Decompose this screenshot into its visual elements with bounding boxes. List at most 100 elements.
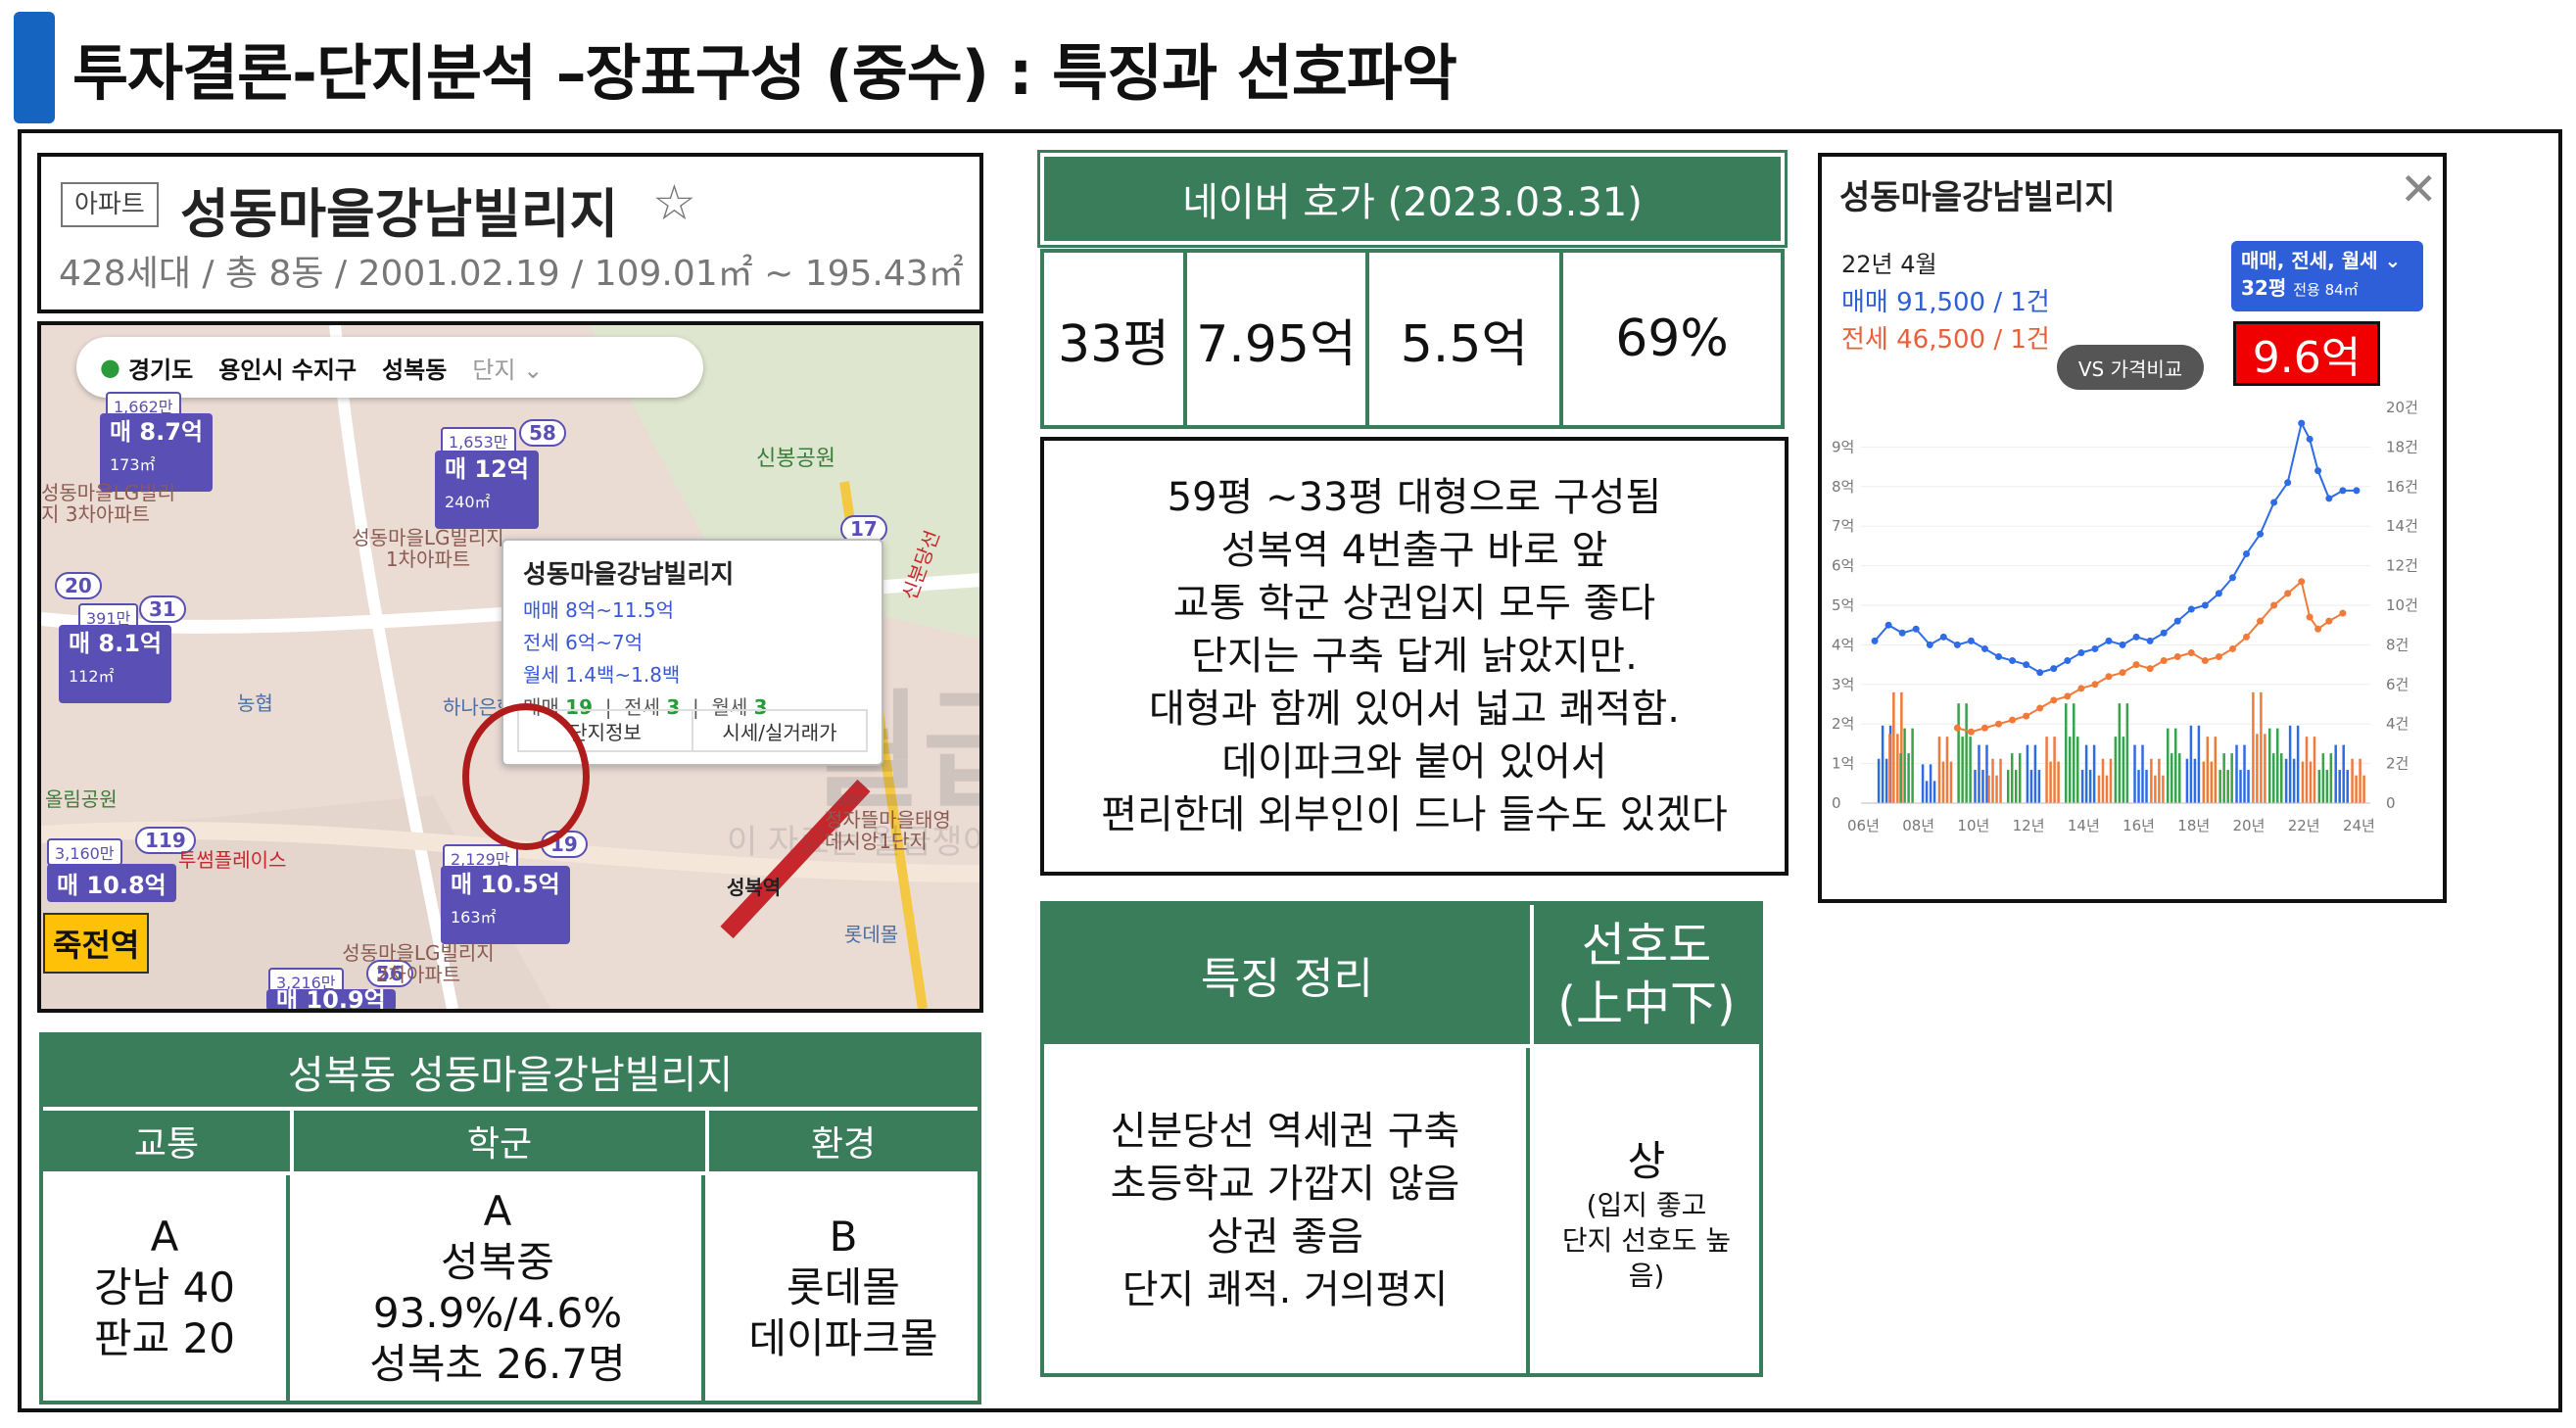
trade-type-label: 매매, 전세, 월세 ⌄ bbox=[2241, 249, 2402, 272]
volume-bar bbox=[2122, 737, 2125, 803]
map-price-tag[interactable]: 매 8.7억 173㎡ bbox=[100, 413, 214, 492]
map-price-tag[interactable]: 매 8.1억 112㎡ bbox=[59, 625, 172, 703]
place-label: 성복역 bbox=[727, 876, 782, 899]
data-point bbox=[2119, 641, 2126, 648]
data-point bbox=[2298, 578, 2306, 586]
y-tick-left: 2억 bbox=[1832, 715, 1854, 733]
data-point bbox=[2325, 495, 2333, 502]
volume-bar bbox=[2305, 737, 2309, 803]
preference-note: (입지 좋고 단지 선호도 높 음) bbox=[1562, 1188, 1731, 1294]
data-point bbox=[2306, 435, 2314, 443]
breadcrumb-city[interactable]: 용인시 수지구 bbox=[218, 356, 358, 384]
volume-bar bbox=[2037, 770, 2041, 803]
property-type-badge: 아파트 bbox=[61, 182, 159, 227]
x-tick: 14년 bbox=[2068, 817, 2100, 834]
volume-bar bbox=[1907, 753, 1910, 803]
price-label: 매 12억 bbox=[445, 455, 529, 483]
data-point bbox=[1926, 641, 1933, 648]
volume-bar bbox=[2230, 753, 2233, 803]
volume-bar bbox=[1892, 691, 1895, 803]
listing-count-badge: 56 bbox=[366, 960, 413, 987]
x-tick: 16년 bbox=[2123, 817, 2155, 834]
y-tick-left: 4억 bbox=[1832, 636, 1854, 653]
feature-table: 특징 정리 선호도 (上中下) 신분당선 역세권 구축 초등학교 가깝지 않음 … bbox=[1040, 901, 1763, 1377]
volume-bar bbox=[1995, 775, 1998, 803]
count-monthly: 3 bbox=[753, 695, 768, 719]
map-price-tag[interactable]: 매 10.5억 163㎡ bbox=[441, 866, 570, 944]
chart-sale-price: 매매 91,500 / 1건 bbox=[1841, 288, 2050, 317]
volume-bar bbox=[2193, 758, 2197, 803]
environment-cell: B 롯데몰 데이파크몰 bbox=[709, 1175, 978, 1401]
watermark-caption: 이 자료는 월급쟁이부자들의 소중한 자산입니다 bbox=[727, 823, 983, 862]
breadcrumb-level-select[interactable]: 단지 ⌄ bbox=[472, 356, 544, 384]
volume-bar bbox=[2029, 770, 2033, 803]
title-accent-bar bbox=[14, 12, 55, 123]
star-outline-icon[interactable]: ☆ bbox=[652, 174, 696, 231]
naver-jeonse-ratio: 69% bbox=[1615, 309, 1729, 368]
volume-bar bbox=[1969, 737, 1972, 803]
volume-bar bbox=[1957, 703, 1960, 803]
volume-bar bbox=[2301, 761, 2305, 803]
price-chart[interactable]: 0 1억 2억 3억 4억 5억 6억 7억 8억 9억 0 2건 4건 6건 8건 10건 12건 14건 16건… bbox=[1822, 382, 2443, 901]
map-price-tag[interactable]: 매 12억 240㎡ bbox=[435, 451, 539, 529]
data-point bbox=[2077, 685, 2085, 692]
description-line: 데이파크와 붙어 있어서 bbox=[1221, 739, 1607, 785]
traffic-cell: A 강남 40 판교 20 bbox=[43, 1175, 290, 1401]
feature-line: 상권 좋음 bbox=[1207, 1214, 1363, 1260]
volume-bar bbox=[2362, 775, 2365, 803]
count-monthly-label: 월세 bbox=[711, 695, 748, 719]
breadcrumb-province[interactable]: 경기도 bbox=[127, 356, 194, 384]
y-tick-right: 16건 bbox=[2386, 478, 2418, 496]
volume-bar bbox=[2080, 770, 2084, 803]
price-compare-button[interactable]: VS 가격비교 bbox=[2057, 345, 2204, 390]
score-table: 성복동 성동마을강남빌리지 교통 학군 환경 A 강남 40 판교 20 A 성… bbox=[39, 1032, 981, 1404]
price-history-button[interactable]: 시세/실거래가 bbox=[692, 711, 866, 750]
volume-bar bbox=[2239, 770, 2242, 803]
volume-bar bbox=[2252, 691, 2255, 803]
volume-bar bbox=[1877, 758, 1881, 803]
volume-bar bbox=[2109, 758, 2113, 803]
data-point bbox=[2064, 692, 2072, 700]
complex-name: 성동마을강남빌리지 bbox=[180, 183, 619, 245]
volume-bar bbox=[2045, 737, 2048, 803]
volume-bar bbox=[2313, 737, 2316, 803]
data-point bbox=[1980, 644, 1988, 652]
volume-bar bbox=[2162, 775, 2165, 803]
map-price-tag[interactable]: 매 10.9억 bbox=[266, 989, 396, 1009]
env-lottemall: 롯데몰 bbox=[787, 1263, 900, 1311]
price-chart-panel: 성동마을강남빌리지 ✕ 22년 4월 매매 91,500 / 1건 전세 46,… bbox=[1818, 153, 2447, 903]
map-price-tag[interactable]: 매 10.8억 bbox=[47, 864, 176, 902]
y-tick-left: 8억 bbox=[1832, 478, 1854, 496]
volume-bar bbox=[2226, 770, 2229, 803]
data-point bbox=[2187, 648, 2195, 656]
data-point bbox=[1967, 637, 1975, 644]
peak-price-callout: 9.6억 bbox=[2233, 321, 2380, 386]
close-icon[interactable]: ✕ bbox=[2400, 163, 2438, 215]
data-point bbox=[2023, 712, 2030, 720]
data-point bbox=[1912, 625, 1920, 633]
count-sale: 19 bbox=[565, 695, 594, 719]
y-tick-left: 6억 bbox=[1832, 557, 1854, 575]
volume-bar bbox=[1881, 725, 1884, 803]
map-breadcrumb[interactable]: ● 경기도 용인시 수지구 성복동 단지 ⌄ bbox=[76, 337, 703, 398]
data-point bbox=[2105, 637, 2113, 644]
y-tick-left: 0 bbox=[1832, 794, 1841, 812]
trade-type-filter[interactable]: 매매, 전세, 월세 ⌄ 32평 전용 84㎡ bbox=[2231, 241, 2423, 311]
school-grade: A bbox=[483, 1187, 512, 1235]
data-point bbox=[2036, 669, 2044, 677]
data-point bbox=[2284, 479, 2292, 487]
data-point bbox=[2105, 673, 2113, 681]
popup-sale-range: 매매 8억~11.5억 bbox=[523, 598, 674, 622]
place-label: 롯데몰 bbox=[844, 923, 899, 946]
data-point bbox=[2146, 665, 2154, 673]
price-per-unit: 1,653만 bbox=[441, 427, 516, 454]
volume-bar bbox=[2325, 770, 2329, 803]
map-view[interactable]: ● 경기도 용인시 수지구 성복동 단지 ⌄ 1,662만 매 8.7억 173… bbox=[37, 321, 983, 1013]
popup-button-row: 단지정보 시세/실거래가 bbox=[517, 709, 868, 752]
data-point bbox=[2353, 487, 2361, 495]
volume-bar bbox=[2218, 770, 2221, 803]
area-label: 163㎡ bbox=[451, 908, 497, 927]
y-tick-right: 6건 bbox=[2386, 676, 2409, 693]
breadcrumb-dong[interactable]: 성복동 bbox=[382, 356, 448, 384]
volume-bar bbox=[2150, 758, 2153, 803]
